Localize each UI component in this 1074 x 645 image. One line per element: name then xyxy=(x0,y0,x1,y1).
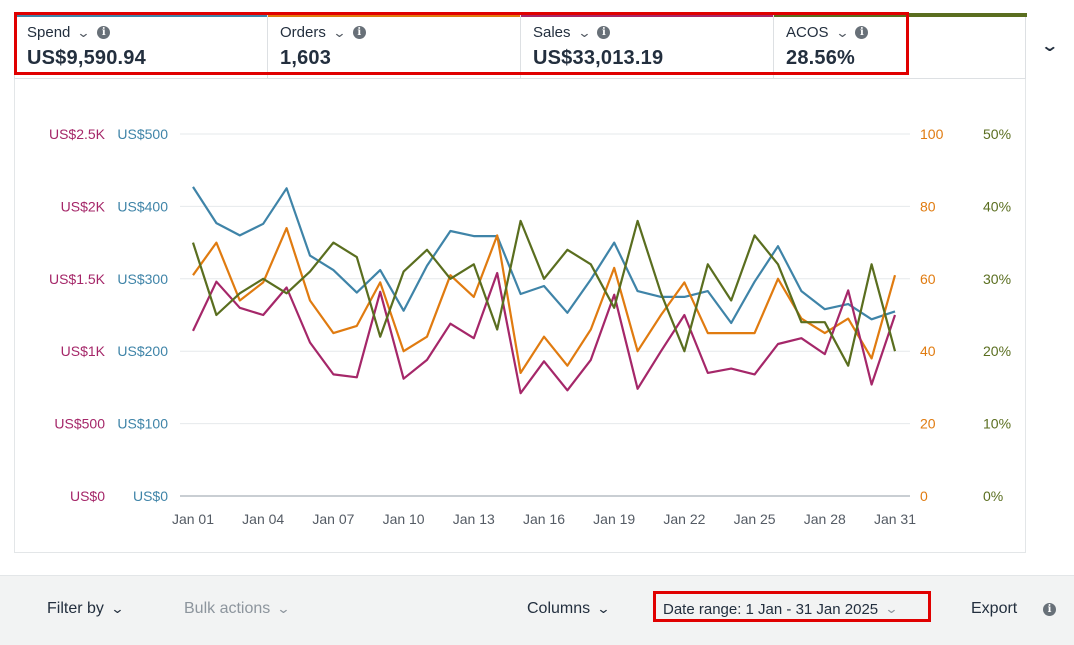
y-tick-label: 40% xyxy=(983,198,1011,214)
expand-chart-button[interactable]: ⌄ xyxy=(1026,13,1074,79)
x-tick-label: Jan 25 xyxy=(734,511,776,527)
series-line-sales xyxy=(192,271,897,395)
y-tick-label: 0 xyxy=(920,488,928,504)
x-tick-label: Jan 13 xyxy=(453,511,495,527)
metric-color-bar xyxy=(774,13,1027,17)
date-range-label: Date range: 1 Jan - 31 Jan 2025 xyxy=(663,600,879,618)
x-tick-label: Jan 01 xyxy=(172,511,214,527)
chart-panel xyxy=(14,79,1026,553)
metric-tiles: Spend ⌄ i US$9,590.94 Orders ⌄ i 1,603 S… xyxy=(14,13,1027,79)
chevron-down-icon[interactable]: ⌄ xyxy=(76,24,91,40)
info-icon[interactable]: i xyxy=(597,26,611,39)
info-icon[interactable]: i xyxy=(97,26,111,39)
metric-tile-acos[interactable]: ACOS ⌄ i 28.56% xyxy=(774,13,1027,79)
y-tick-label: 20 xyxy=(920,416,936,432)
y-tick-label: US$2K xyxy=(61,198,106,214)
y-tick-label: US$1K xyxy=(61,343,106,359)
info-icon: i xyxy=(1043,602,1056,616)
y-tick-label: US$200 xyxy=(117,343,168,359)
metric-value: 1,603 xyxy=(280,47,332,69)
metric-tile-orders[interactable]: Orders ⌄ i 1,603 xyxy=(268,13,521,79)
y-tick-label: US$500 xyxy=(54,416,105,432)
x-tick-label: Jan 28 xyxy=(804,511,846,527)
x-tick-label: Jan 07 xyxy=(312,511,354,527)
y-tick-label: 0% xyxy=(983,488,1003,504)
metric-label: ACOS xyxy=(786,24,829,41)
chevron-down-icon[interactable]: ⌄ xyxy=(332,24,347,40)
filter-by-label: Filter by xyxy=(47,600,104,617)
date-range-dropdown[interactable]: Date range: 1 Jan - 31 Jan 2025 ⌄ xyxy=(663,576,899,642)
metric-label: Sales xyxy=(533,24,571,41)
metric-value: US$33,013.19 xyxy=(533,47,664,69)
y-tick-label: US$100 xyxy=(117,416,168,432)
metric-color-bar xyxy=(15,13,267,17)
y-tick-label: US$400 xyxy=(117,198,168,214)
bulk-actions-dropdown[interactable]: Bulk actions ⌄ xyxy=(184,576,291,642)
export-button[interactable]: Export xyxy=(971,576,1017,642)
y-tick-label: 20% xyxy=(983,343,1011,359)
y-tick-label: 80 xyxy=(920,198,936,214)
y-tick-label: US$0 xyxy=(133,488,168,504)
series-line-acos xyxy=(191,219,897,367)
chevron-down-icon[interactable]: ⌄ xyxy=(834,24,850,40)
x-tick-label: Jan 10 xyxy=(383,511,425,527)
y-tick-label: 30% xyxy=(983,271,1011,287)
x-tick-label: Jan 04 xyxy=(242,511,284,527)
highlight-box-date-range xyxy=(653,591,931,622)
columns-label: Columns xyxy=(527,600,591,617)
chevron-down-icon: ⌄ xyxy=(276,601,291,616)
performance-chart: US$0 US$500 US$1K US$1.5K US$2K US$2.5K US$0 US… xyxy=(49,126,1011,527)
info-icon[interactable]: i xyxy=(352,26,366,39)
y-tick-label: 50% xyxy=(983,126,1011,142)
table-toolbar: Filter by ⌄ Bulk actions ⌄ Columns ⌄ Dat… xyxy=(0,575,1074,645)
x-tick-label: Jan 16 xyxy=(523,511,565,527)
y-tick-label: 100 xyxy=(920,126,944,142)
y-tick-label: US$1.5K xyxy=(49,271,106,287)
series-line-orders xyxy=(192,227,897,374)
columns-dropdown[interactable]: Columns ⌄ xyxy=(527,576,611,642)
metric-tile-sales[interactable]: Sales ⌄ i US$33,013.19 xyxy=(521,13,774,79)
metric-value: 28.56% xyxy=(786,47,856,69)
chevron-down-icon: ⌄ xyxy=(884,601,899,616)
metric-label: Spend xyxy=(27,24,71,41)
x-tick-label: Jan 22 xyxy=(663,511,705,527)
metric-tile-spend[interactable]: Spend ⌄ i US$9,590.94 xyxy=(15,13,268,79)
metric-color-bar xyxy=(268,13,520,17)
metric-color-bar xyxy=(521,13,773,17)
chevron-down-icon: ⌄ xyxy=(596,601,611,616)
filter-by-dropdown[interactable]: Filter by ⌄ xyxy=(47,576,125,642)
info-icon[interactable]: i xyxy=(855,26,869,39)
x-tick-label: Jan 19 xyxy=(593,511,635,527)
y-tick-label: US$0 xyxy=(70,488,105,504)
metric-value: US$9,590.94 xyxy=(27,47,146,69)
y-tick-label: 40 xyxy=(920,343,936,359)
series-line-spend xyxy=(192,186,896,325)
y-tick-label: 60 xyxy=(920,271,936,287)
chevron-down-icon: ⌄ xyxy=(1040,38,1060,55)
y-tick-label: US$300 xyxy=(117,271,168,287)
metric-label: Orders xyxy=(280,24,326,41)
bulk-actions-label: Bulk actions xyxy=(184,600,271,617)
y-tick-label: US$2.5K xyxy=(49,126,106,142)
chevron-down-icon: ⌄ xyxy=(110,601,125,616)
x-tick-label: Jan 31 xyxy=(874,511,916,527)
y-tick-label: US$500 xyxy=(117,126,168,142)
export-label: Export xyxy=(971,600,1018,617)
export-info[interactable]: i xyxy=(1043,576,1056,642)
y-tick-label: 10% xyxy=(983,416,1011,432)
chevron-down-icon[interactable]: ⌄ xyxy=(576,24,592,40)
